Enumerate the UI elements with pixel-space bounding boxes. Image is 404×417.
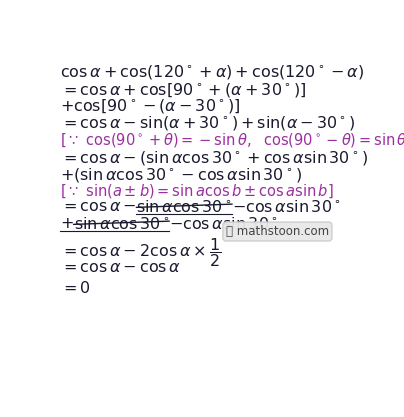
Text: 🔒 mathstoon.com: 🔒 mathstoon.com [226, 225, 329, 238]
Text: $= \cos\alpha + \cos[90^\circ + (\alpha + 30^\circ)]$: $= \cos\alpha + \cos[90^\circ + (\alpha … [60, 80, 306, 98]
Text: $[\because\ \cos(90^\circ + \theta) = -\sin\theta,\ \ \cos(90^\circ - \theta) = : $[\because\ \cos(90^\circ + \theta) = -\… [60, 131, 404, 149]
Text: $= \cos\alpha - \cos\alpha$: $= \cos\alpha - \cos\alpha$ [60, 260, 181, 275]
Text: $+(\sin\alpha\cos 30^\circ - \cos\alpha\sin 30^\circ)$: $+(\sin\alpha\cos 30^\circ - \cos\alpha\… [60, 166, 302, 183]
Text: $= \cos\alpha - 2\cos\alpha \times \dfrac{1}{2}$: $= \cos\alpha - 2\cos\alpha \times \dfra… [60, 236, 221, 269]
Text: $+ \cos[90^\circ - (\alpha - 30^\circ)]$: $+ \cos[90^\circ - (\alpha - 30^\circ)]$ [60, 97, 240, 115]
Text: $[\because\ \sin(a \pm b) = \sin a\cos b \pm \cos a\sin b]$: $[\because\ \sin(a \pm b) = \sin a\cos b… [60, 182, 333, 200]
Text: $\sin\alpha\cos 30^\circ$: $\sin\alpha\cos 30^\circ$ [137, 199, 232, 215]
Text: $\sin\alpha\cos 30^\circ$: $\sin\alpha\cos 30^\circ$ [74, 216, 169, 232]
Text: $\cos\alpha + \cos(120^\circ + \alpha) + \cos(120^\circ - \alpha)$: $\cos\alpha + \cos(120^\circ + \alpha) +… [60, 63, 364, 81]
Text: $= 0$: $= 0$ [60, 280, 90, 296]
Text: $+$: $+$ [60, 216, 74, 231]
Text: $= \cos\alpha - \sin(\alpha + 30^\circ) + \sin(\alpha - 30^\circ)$: $= \cos\alpha - \sin(\alpha + 30^\circ) … [60, 114, 356, 132]
Text: $ - \cos\alpha\sin 30^\circ$: $ - \cos\alpha\sin 30^\circ$ [232, 199, 341, 215]
Text: $= \cos\alpha - (\sin\alpha\cos 30^\circ + \cos\alpha\sin 30^\circ)$: $= \cos\alpha - (\sin\alpha\cos 30^\circ… [60, 148, 368, 167]
Text: $ - \cos\alpha\sin 30^\circ$: $ - \cos\alpha\sin 30^\circ$ [169, 216, 278, 232]
Text: $= \cos\alpha - $: $= \cos\alpha - $ [60, 199, 137, 214]
